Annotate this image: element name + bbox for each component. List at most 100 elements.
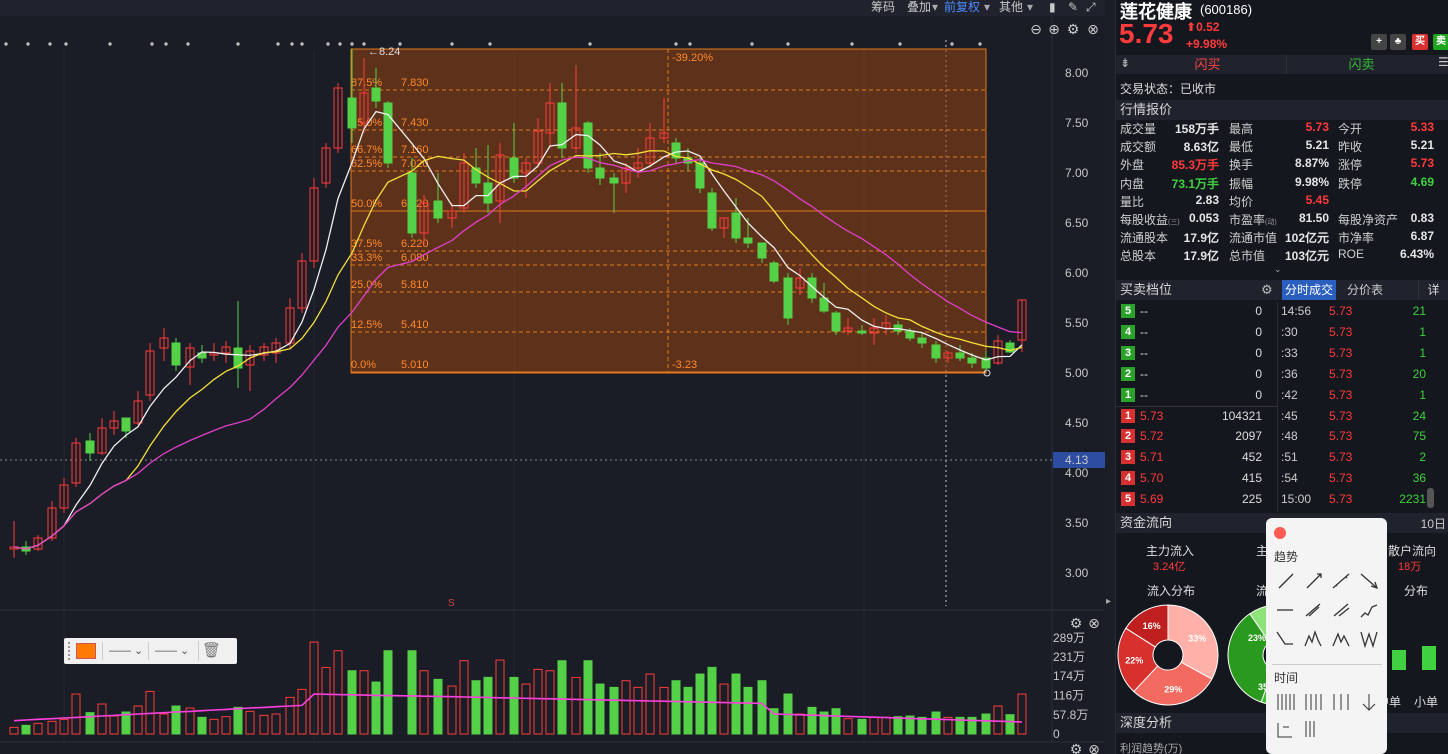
add-watch-icon[interactable]: + — [1371, 34, 1387, 50]
collapse-panel-icon[interactable]: ▸ — [1106, 596, 1112, 607]
quote-label: 内盘 — [1120, 176, 1145, 191]
pen-tool-icon[interactable]: ✎ — [1068, 0, 1079, 14]
time-tool-icon[interactable] — [1362, 694, 1376, 711]
time-tool-icon[interactable] — [1305, 694, 1322, 710]
kline-chart-area[interactable]: 8.00 7.50 7.00 6.50 6.00 5.50 5.00 4.50 4.00 3.50… — [0, 0, 1105, 754]
event-dot — [750, 42, 754, 46]
volume-settings-icon[interactable]: ⚙ — [1070, 615, 1083, 631]
candle-body — [233, 347, 243, 369]
candle — [695, 155, 705, 193]
plus-circle-icon[interactable]: ⊕ — [1048, 21, 1060, 37]
time-tools-grid[interactable] — [1272, 690, 1382, 750]
tick-volume: 1 — [1419, 324, 1426, 339]
buy-small-button[interactable]: 买 — [1412, 34, 1428, 50]
trend-tool-icon[interactable] — [1276, 631, 1293, 645]
time-tool-icon[interactable] — [1333, 694, 1349, 710]
volume-bar — [955, 716, 965, 735]
trend-tool-path — [1332, 632, 1350, 647]
volume-bar — [743, 686, 753, 735]
retail-flow-value: 18万 — [1398, 561, 1422, 573]
line-style-dropdown[interactable]: —— ⌄ — [102, 642, 146, 660]
tab-10-day[interactable]: 10日 — [1420, 517, 1446, 531]
fib-level-price: 7.830 — [401, 77, 429, 89]
candle-body — [769, 262, 779, 282]
candle-body — [97, 427, 107, 454]
stock-code: (600186) — [1200, 2, 1253, 17]
price-axis-label: 6.00 — [1065, 266, 1089, 280]
other-button[interactable]: 其他 — [999, 0, 1024, 14]
volume-bar — [47, 720, 57, 735]
order-volume: 225 — [1241, 492, 1262, 507]
time-tool-icon[interactable] — [1277, 723, 1292, 738]
order-volume: 452 — [1241, 450, 1262, 465]
volume-bar — [85, 712, 95, 735]
trend-tool-icon[interactable] — [1306, 573, 1322, 589]
menu-dropdown-icon[interactable]: ⇟ — [1120, 56, 1131, 70]
tick-scrollbar[interactable] — [1427, 488, 1434, 508]
candle-body — [695, 162, 705, 189]
chips-button[interactable]: 筹码 — [871, 0, 896, 14]
alert-icon[interactable]: ♣ — [1390, 34, 1406, 50]
overlay-button[interactable]: 叠加 — [907, 0, 932, 14]
detail-button[interactable]: 详 — [1418, 280, 1448, 300]
candle-body — [621, 167, 631, 184]
volume-bar — [359, 670, 369, 735]
flash-sell-button[interactable]: 闪卖 — [1286, 55, 1436, 74]
minus-circle-icon[interactable]: ⊖ — [1030, 21, 1042, 37]
close-popup-button[interactable] — [1274, 527, 1286, 539]
bottom-settings-icon[interactable]: ⚙ — [1070, 741, 1083, 754]
adjust-dropdown-icon[interactable]: ▾ — [984, 0, 991, 14]
overlay-dropdown-icon[interactable]: ▾ — [932, 0, 939, 14]
trend-tool-icon[interactable] — [1304, 629, 1322, 647]
candle-body — [981, 357, 991, 369]
tick-price: 5.73 — [1329, 408, 1353, 423]
line-width-dropdown[interactable]: —— ⌄ — [148, 642, 192, 660]
quote-value: 5.73 — [1410, 156, 1434, 171]
drag-handle-icon[interactable] — [68, 642, 70, 660]
trend-tool-icon[interactable] — [1360, 573, 1379, 590]
trend-tool-icon[interactable] — [1360, 631, 1378, 649]
time-tool-icon[interactable] — [1305, 721, 1315, 737]
quote-label: 涨停 — [1338, 158, 1363, 173]
candle — [993, 335, 1003, 365]
candlestick-chart[interactable]: 8.00 7.50 7.00 6.50 6.00 5.50 5.00 4.50 4.00 3.50… — [0, 0, 1105, 754]
adjust-button[interactable]: 前复权 — [944, 0, 981, 14]
tick-volume: 2 — [1419, 450, 1426, 465]
settings-icon[interactable]: ⚙ — [1067, 21, 1080, 37]
trend-tool-icon[interactable] — [1332, 632, 1350, 647]
color-picker-button[interactable] — [76, 643, 96, 659]
event-dot — [688, 42, 692, 46]
trend-tool-icon[interactable] — [1305, 603, 1321, 617]
fullscreen-icon[interactable]: ⤢ — [1086, 0, 1096, 14]
trend-tools-grid[interactable] — [1272, 568, 1382, 658]
text-tool-icon[interactable]: ▮ — [1049, 0, 1056, 14]
volume-bar — [671, 680, 681, 735]
sell-small-button[interactable]: 卖 — [1433, 34, 1448, 50]
order-level-badge: 2 — [1121, 366, 1135, 381]
candle — [557, 83, 567, 158]
quote-label: 最低 — [1229, 140, 1254, 155]
time-tool-icon[interactable] — [1277, 694, 1295, 710]
expand-chevron-icon[interactable]: ⌄ — [1274, 264, 1282, 274]
volume-bar — [1005, 714, 1015, 735]
hamburger-icon[interactable]: ☰ — [1438, 55, 1448, 69]
other-dropdown-icon[interactable]: ▾ — [1027, 0, 1034, 14]
tick-price: 5.73 — [1329, 471, 1353, 486]
event-dot — [488, 42, 492, 46]
inflow-pie-slice — [1117, 627, 1159, 693]
candle-body — [757, 242, 767, 259]
inflow-pie-label: 33% — [1188, 634, 1206, 644]
tab-ticks[interactable]: 分时成交 — [1282, 280, 1336, 300]
crosshair-price-tag — [1053, 452, 1105, 468]
close-icon[interactable]: ⊗ — [1087, 21, 1099, 37]
volume-close-icon[interactable]: ⊗ — [1088, 615, 1100, 631]
bottom-close-icon[interactable]: ⊗ — [1088, 741, 1100, 754]
orderbook-gear-icon[interactable]: ⚙ — [1261, 282, 1273, 297]
trend-tool-icon[interactable] — [1333, 603, 1350, 617]
trend-tool-icon[interactable] — [1278, 573, 1294, 589]
tab-price-table[interactable]: 分价表 — [1346, 283, 1383, 297]
flash-buy-button[interactable]: 闪买 — [1194, 57, 1221, 72]
trash-icon[interactable]: 🗑 — [198, 641, 221, 661]
trend-tool-icon[interactable] — [1360, 604, 1378, 618]
trend-tool-icon[interactable] — [1332, 573, 1350, 589]
